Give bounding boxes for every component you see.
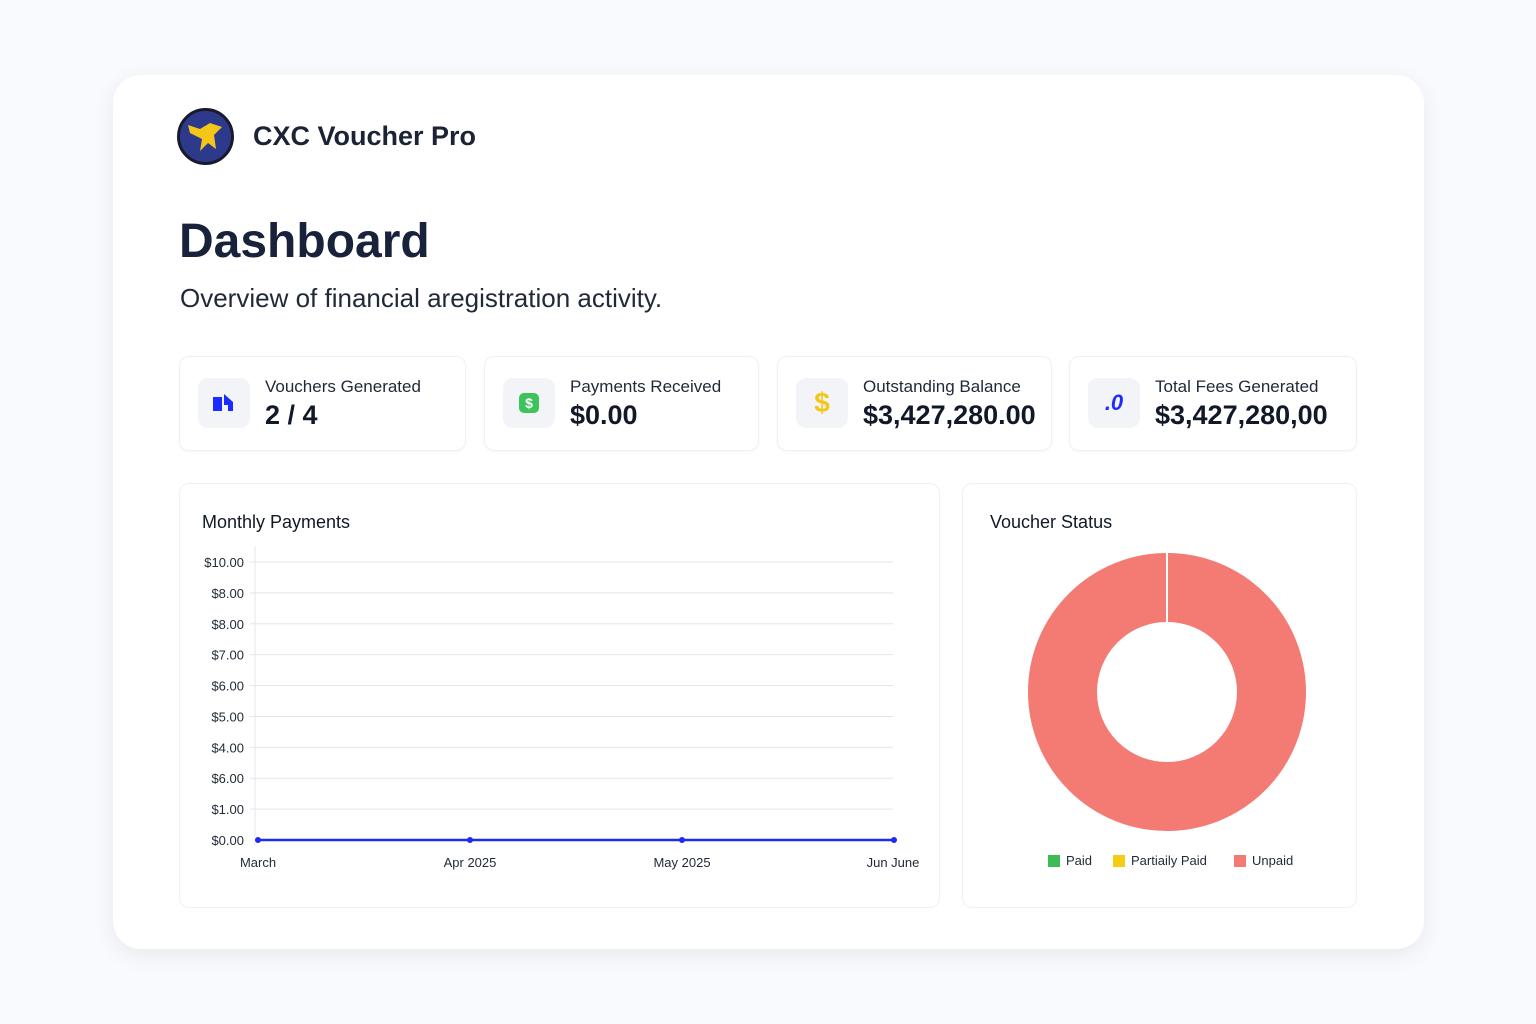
brand-logo (177, 108, 234, 165)
y-tick-label: $5.00 (211, 709, 244, 724)
dollar-badge-icon: $ (503, 378, 555, 428)
y-tick-label: $10.00 (204, 555, 244, 570)
stat-card-outstanding[interactable]: $ Outstanding Balance $3,427,280.00 (777, 356, 1052, 451)
legend-label: Unpaid (1252, 853, 1294, 868)
legend-swatch (1113, 854, 1125, 867)
voucher-status-panel: Voucher Status (962, 483, 1357, 908)
stat-card-vouchers[interactable]: Vouchers Generated 2 / 4 (179, 356, 466, 451)
page-title: Dashboard (179, 215, 430, 268)
x-tick-label: May 2025 (653, 855, 710, 870)
legend-label: Partiaily Paid (1131, 853, 1207, 868)
stat-value: $3,427,280,00 (1155, 400, 1328, 430)
dollar-sign-icon: $ (796, 378, 848, 428)
y-tick-label: $8.00 (211, 586, 244, 601)
stat-label: Total Fees Generated (1155, 377, 1319, 396)
monthly-payments-panel: Monthly Payments (179, 483, 940, 908)
x-tick-label: March (240, 855, 276, 870)
stat-label: Outstanding Balance (863, 377, 1021, 396)
legend-unpaid[interactable]: Unpaid (1234, 853, 1293, 868)
stat-value: 2 / 4 (265, 400, 318, 430)
stat-card-fees[interactable]: .0 Total Fees Generated $3,427,280,00 (1069, 356, 1357, 451)
x-tick-label: Jun June (867, 855, 920, 870)
voucher-icon (198, 378, 250, 428)
fee-icon: .0 (1088, 378, 1140, 428)
y-tick-label: $4.00 (211, 740, 244, 755)
legend-partially-paid[interactable]: Partiaily Paid (1113, 853, 1207, 868)
legend-swatch (1234, 854, 1246, 867)
y-tick-label: $1.00 (211, 802, 244, 817)
stat-label: Payments Received (570, 377, 722, 396)
y-tick-label: $7.00 (211, 648, 244, 663)
legend-label: Paid (1066, 853, 1093, 868)
y-tick-label: $8.00 (211, 617, 244, 632)
legend-paid[interactable]: Paid (1048, 853, 1092, 868)
stat-card-payments[interactable]: $ Payments Received $0.00 (484, 356, 759, 451)
brand-name: CXC Voucher Pro (253, 121, 477, 151)
y-tick-label: $0.00 (211, 833, 244, 848)
chart-title: Monthly Payments (202, 512, 351, 532)
chart-title: Voucher Status (990, 512, 1113, 532)
data-point (891, 837, 897, 843)
stat-label: Vouchers Generated (265, 377, 421, 396)
y-tick-label: $6.00 (211, 771, 244, 786)
stat-value: $3,427,280.00 (863, 400, 1036, 430)
data-point (467, 837, 473, 843)
y-tick-label: $6.00 (211, 679, 244, 694)
data-point (679, 837, 685, 843)
page-subtitle: Overview of financial aregistration acti… (180, 283, 663, 313)
legend-swatch (1048, 854, 1060, 867)
data-point (255, 837, 261, 843)
stat-value: $0.00 (570, 400, 638, 430)
x-tick-label: Apr 2025 (444, 855, 497, 870)
